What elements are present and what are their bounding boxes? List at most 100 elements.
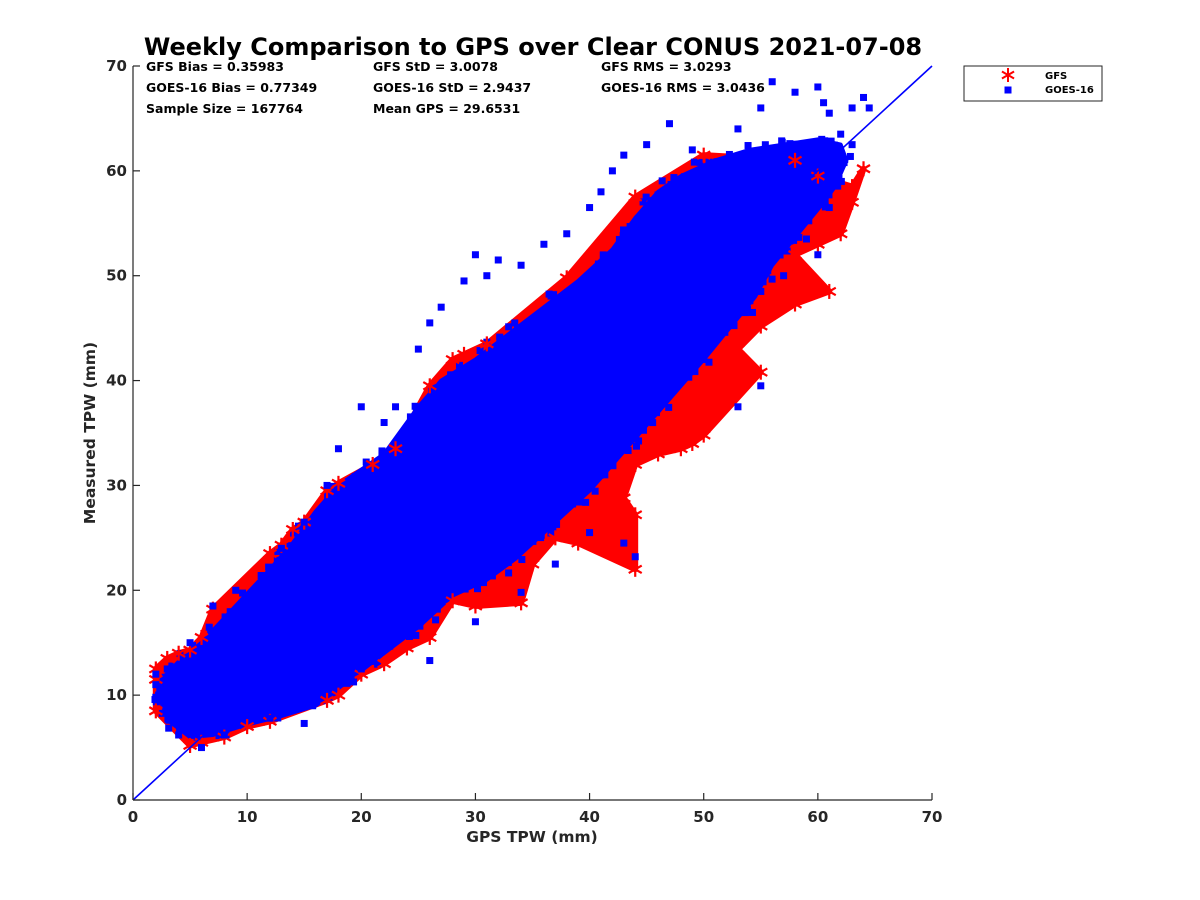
gfs-point [730, 341, 746, 357]
goes16-point [761, 141, 769, 149]
goes16-point [649, 419, 657, 427]
goes16-point [624, 447, 632, 455]
goes16-point [620, 539, 628, 547]
goes16-point [833, 167, 841, 175]
stat-text: GFS StD = 3.0078 [373, 59, 498, 74]
x-ticks: 0 10 20 30 40 50 60 70 [128, 793, 943, 826]
density-clouds [151, 135, 867, 749]
goes16-point [197, 744, 205, 752]
goes16-point [584, 478, 592, 486]
goes16-point [161, 673, 169, 681]
goes16-point [274, 547, 282, 555]
goes16-point [433, 390, 441, 398]
goes16-point [591, 487, 599, 495]
goes16-point [488, 572, 496, 580]
goes16-point [658, 177, 666, 185]
goes16-point [414, 345, 422, 353]
goes16-point [540, 240, 548, 248]
x-tick-label: 20 [351, 808, 372, 826]
gfs-point [845, 194, 860, 210]
x-tick-label: 70 [922, 808, 943, 826]
y-tick-label: 40 [106, 372, 127, 390]
goes16-point [642, 193, 650, 201]
gfs-point [673, 441, 688, 457]
goes16-point [309, 702, 317, 710]
goes16-point [825, 191, 833, 199]
gfs-point [456, 346, 472, 362]
goes16-point [632, 442, 640, 450]
goes16-point [165, 724, 173, 732]
goes16-point [318, 697, 326, 705]
goes16-point [386, 642, 394, 650]
y-tick-label: 20 [106, 581, 127, 599]
stat-text: GOES-16 Bias = 0.77349 [146, 80, 317, 95]
goes16-point [768, 78, 776, 86]
goes16-point [163, 665, 171, 673]
goes16-point [772, 146, 780, 154]
goes16-point [234, 718, 242, 726]
gfs-point [319, 692, 335, 708]
goes16-point [504, 558, 512, 566]
goes16-point [776, 251, 784, 259]
goes16-point [518, 556, 526, 564]
goes16-point [359, 469, 367, 477]
gfs-point [445, 593, 460, 609]
gfs-point [331, 475, 346, 491]
gfs-point [422, 629, 437, 645]
goes16-point [406, 413, 414, 421]
stat-text: GOES-16 RMS = 3.0436 [601, 80, 765, 95]
goes16-point [783, 247, 791, 255]
goes16-point [608, 167, 616, 175]
goes16-point [860, 93, 868, 101]
goes16-point [821, 203, 829, 211]
goes16-point [471, 251, 479, 259]
gfs-point [262, 546, 278, 562]
goes16-point [744, 142, 752, 150]
gfs-point [194, 629, 209, 645]
gfs-point [753, 318, 768, 334]
goes16-point [232, 586, 240, 594]
goes16-point [696, 158, 704, 166]
goes16-point [300, 518, 308, 526]
goes16-point [287, 547, 295, 555]
goes16-point [205, 623, 213, 631]
goes16-point [274, 714, 282, 722]
goes16-point [447, 371, 455, 379]
goes16-point [780, 272, 788, 280]
goes16-point [496, 335, 504, 343]
goes16-point [701, 345, 709, 353]
goes16-point [648, 197, 656, 205]
goes16-point [551, 560, 559, 568]
goes16-point [533, 313, 541, 321]
goes16-point [415, 615, 423, 623]
y-tick-label: 10 [106, 686, 127, 704]
goes16-point [631, 553, 639, 561]
plot-area [132, 65, 933, 801]
gfs-point [787, 247, 803, 263]
gfs-point [388, 441, 403, 457]
y-tick-label: 70 [106, 57, 127, 75]
goes16-point [412, 631, 420, 639]
goes16-point [665, 403, 673, 411]
gfs-point [651, 446, 666, 462]
goes16-point [411, 402, 419, 410]
goes16-point [841, 156, 849, 164]
goes16-point [848, 141, 856, 149]
goes16-point [514, 324, 522, 332]
goes16-point [175, 731, 183, 739]
goes16-point [827, 137, 835, 145]
gfs-point [856, 161, 871, 177]
goes16-point [805, 206, 813, 214]
goes16-point [744, 305, 752, 313]
goes16-point [825, 177, 833, 185]
goes16-point [846, 152, 854, 160]
goes16-point [653, 409, 661, 417]
goes16-point [619, 232, 627, 240]
x-tick-label: 0 [128, 808, 138, 826]
goes16-point [199, 646, 207, 654]
goes16-point [505, 323, 513, 331]
goes16-point [786, 237, 794, 245]
goes16-point [837, 130, 845, 138]
goes16-point [602, 463, 610, 471]
